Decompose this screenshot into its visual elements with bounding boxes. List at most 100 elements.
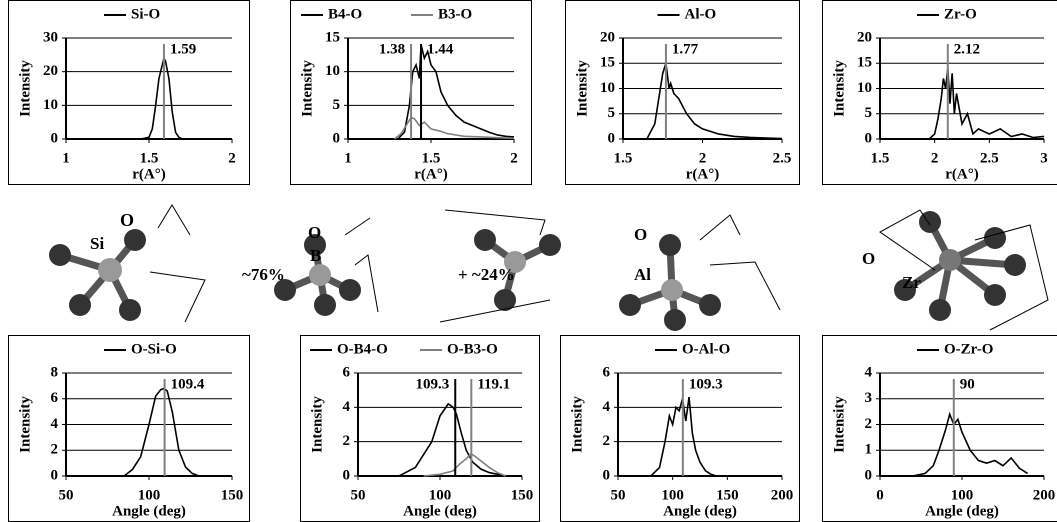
series-line bbox=[397, 44, 515, 140]
y-tick-label: 0 bbox=[865, 467, 873, 483]
x-tick-label: 200 bbox=[1033, 487, 1056, 503]
x-tick-label: 3 bbox=[1040, 150, 1048, 166]
series-line bbox=[140, 55, 183, 140]
y-axis-label: Intensity bbox=[574, 60, 590, 117]
legend-label: B4-O bbox=[328, 6, 362, 22]
y-tick-label: 4 bbox=[865, 364, 873, 380]
x-tick-label: 50 bbox=[59, 487, 74, 503]
molecule-label: O bbox=[634, 225, 647, 244]
y-tick-label: 15 bbox=[325, 29, 340, 45]
x-axis-label: r(A°) bbox=[132, 166, 165, 182]
molecule-label: ~76% bbox=[242, 265, 285, 284]
x-tick-label: 200 bbox=[771, 487, 794, 503]
series-line bbox=[650, 396, 717, 477]
y-tick-label: 0 bbox=[865, 130, 873, 146]
annotation-label: 90 bbox=[960, 376, 975, 392]
y-tick-label: 1 bbox=[865, 442, 873, 458]
y-tick-label: 0 bbox=[343, 467, 351, 483]
annotation-label: 1.59 bbox=[170, 41, 196, 57]
x-tick-label: 2 bbox=[228, 150, 236, 166]
y-axis-label: Intensity bbox=[17, 396, 33, 453]
molecule-label: O bbox=[120, 210, 134, 230]
y-tick-label: 2 bbox=[865, 416, 873, 432]
x-tick-label: 1.5 bbox=[422, 150, 441, 166]
y-tick-label: 10 bbox=[325, 63, 340, 79]
chart: 0 2 4 6 50 100 150 200 Angle (deg) Intensity O-Al-… bbox=[560, 335, 800, 522]
x-axis-label: r(A°) bbox=[414, 166, 447, 182]
y-tick-label: 4 bbox=[343, 399, 351, 415]
chart: 0 10 20 30 1 1.5 2 r(A°) Intensity Si-O 1.59 bbox=[8, 0, 250, 185]
y-tick-label: 5 bbox=[865, 105, 873, 121]
x-tick-label: 0 bbox=[876, 487, 884, 503]
x-axis-label: Angle (deg) bbox=[403, 503, 477, 519]
x-tick-label: 2.5 bbox=[980, 150, 999, 166]
annotation-label: 1.44 bbox=[427, 41, 454, 57]
legend-label: B3-O bbox=[438, 6, 472, 22]
molecule-label: Al bbox=[634, 265, 651, 284]
legend-label: O-B3-O bbox=[447, 341, 498, 357]
chart-frame bbox=[8, 335, 250, 522]
chart-frame bbox=[822, 0, 1057, 185]
annotation-label: 1.38 bbox=[379, 41, 405, 57]
legend-label: Al-O bbox=[685, 6, 717, 22]
series-line bbox=[123, 387, 200, 477]
y-tick-label: 20 bbox=[600, 29, 615, 45]
y-axis-label: Intensity bbox=[17, 60, 33, 117]
series-line bbox=[393, 116, 515, 140]
y-axis-label: Intensity bbox=[569, 396, 585, 453]
chart: 0 5 10 15 20 1.5 2 2.5 3 r(A°) Intensity Zr-O 2.12 bbox=[822, 0, 1057, 185]
x-tick-label: 100 bbox=[138, 487, 161, 503]
x-tick-label: 1.5 bbox=[614, 150, 633, 166]
x-tick-label: 1 bbox=[344, 150, 352, 166]
y-tick-label: 8 bbox=[51, 364, 59, 380]
molecule-label: O bbox=[862, 249, 875, 268]
y-tick-label: 4 bbox=[603, 399, 611, 415]
x-axis-label: Angle (deg) bbox=[925, 503, 999, 519]
x-tick-label: 2 bbox=[931, 150, 939, 166]
legend-label: O-Zr-O bbox=[944, 341, 993, 357]
y-tick-label: 6 bbox=[343, 364, 351, 380]
x-tick-label: 50 bbox=[611, 487, 626, 503]
y-tick-label: 10 bbox=[857, 80, 872, 96]
molecules bbox=[58, 220, 1016, 321]
legend-label: Si-O bbox=[131, 6, 160, 22]
y-axis-label: Intensity bbox=[299, 60, 315, 117]
chart: 0 1 2 3 4 0 100 200 Angle (deg) Intensity O-Zr-O 90 bbox=[822, 335, 1057, 522]
x-tick-label: 50 bbox=[351, 487, 366, 503]
x-tick-label: 100 bbox=[951, 487, 974, 503]
arrows bbox=[149, 204, 1049, 331]
y-tick-label: 0 bbox=[603, 467, 611, 483]
series-line bbox=[646, 63, 783, 140]
molecule-label: Zr bbox=[902, 273, 921, 292]
chart: 0 2 4 6 8 50 100 150 Angle (deg) Intensity O-Si-O 1… bbox=[8, 335, 250, 522]
x-axis-label: Angle (deg) bbox=[663, 503, 737, 519]
annotation-label: 109.3 bbox=[689, 376, 723, 392]
legend-label: O-B4-O bbox=[337, 341, 388, 357]
y-tick-label: 2 bbox=[603, 433, 611, 449]
y-axis-label: Intensity bbox=[831, 396, 847, 453]
x-tick-label: 1.5 bbox=[140, 150, 159, 166]
y-axis-label: Intensity bbox=[309, 396, 325, 453]
x-axis-label: r(A°) bbox=[686, 166, 719, 182]
chart-frame bbox=[822, 335, 1057, 522]
x-axis-label: Angle (deg) bbox=[112, 503, 186, 519]
x-tick-label: 150 bbox=[511, 487, 534, 503]
chart-frame bbox=[8, 0, 250, 185]
x-tick-label: 1 bbox=[62, 150, 70, 166]
y-tick-label: 5 bbox=[333, 97, 341, 113]
x-tick-label: 2 bbox=[699, 150, 707, 166]
y-tick-label: 6 bbox=[51, 390, 59, 406]
x-axis-label: r(A°) bbox=[945, 166, 978, 182]
chart: 0 2 4 6 50 100 150 Angle (deg) Intensity O-B4-O O-… bbox=[300, 335, 540, 522]
y-tick-label: 10 bbox=[600, 80, 615, 96]
y-tick-label: 10 bbox=[43, 97, 58, 113]
y-tick-label: 15 bbox=[857, 55, 872, 71]
legend-label: O-Si-O bbox=[131, 341, 177, 357]
annotation-label: 109.3 bbox=[416, 376, 450, 392]
y-tick-label: 5 bbox=[608, 105, 616, 121]
annotation-label: 119.1 bbox=[477, 376, 510, 392]
x-tick-label: 100 bbox=[429, 487, 452, 503]
molecule-label: Si bbox=[90, 234, 104, 253]
annotation-label: 2.12 bbox=[954, 41, 980, 57]
